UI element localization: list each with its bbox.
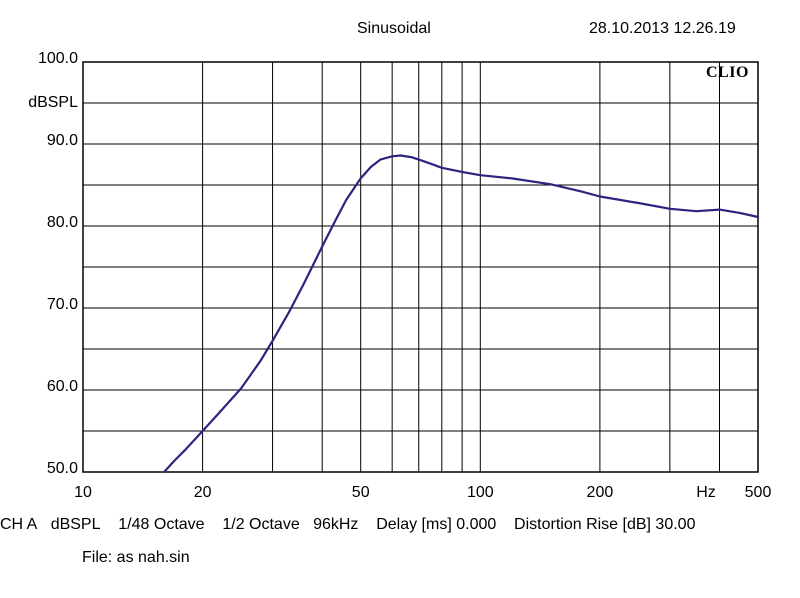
x-tick-label: 100 — [466, 484, 494, 501]
x-tick-label: 50 — [351, 484, 370, 501]
channel-label: CH A — [0, 516, 38, 533]
distortion-label: Distortion Rise [dB] 30.00 — [514, 516, 696, 533]
chart-title: Sinusoidal — [357, 20, 431, 37]
x-tick-label: 20 — [193, 484, 212, 501]
timestamp: 28.10.2013 12.26.19 — [589, 20, 736, 37]
x-unit-label: Hz — [696, 484, 716, 501]
y-axis-label: dBSPL — [28, 94, 78, 111]
status-line: CH A dBSPL 1/48 Octave 1/2 Octave 96kHz … — [0, 516, 800, 534]
y-tick-label: 90.0 — [46, 132, 78, 149]
clio-logo: CLIO — [706, 64, 749, 81]
resolution-label: 1/48 Octave — [118, 516, 205, 533]
y-tick-label: 60.0 — [46, 378, 78, 395]
sample-rate-label: 96kHz — [313, 516, 359, 533]
y-tick-label: 80.0 — [46, 214, 78, 231]
x-tick-label: 500 — [744, 484, 772, 501]
y-tick-label: 100.0 — [37, 50, 78, 67]
y-tick-label: 70.0 — [46, 296, 78, 313]
file-name: File: as nah.sin — [82, 549, 190, 566]
x-tick-label: 200 — [586, 484, 614, 501]
delay-label: Delay [ms] 0.000 — [376, 516, 497, 533]
y-tick-label: 50.0 — [46, 460, 78, 477]
smoothing-label: 1/2 Octave — [222, 516, 300, 533]
unit-label: dBSPL — [50, 516, 101, 533]
frequency-response-line — [163, 154, 760, 474]
x-tick-label: 10 — [74, 484, 92, 501]
